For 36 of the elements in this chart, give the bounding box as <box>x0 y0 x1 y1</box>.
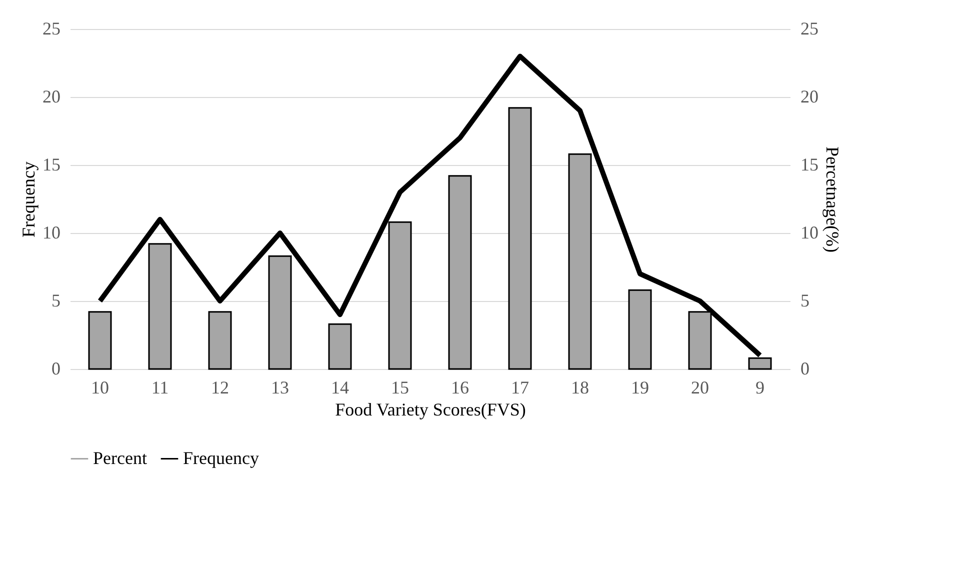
bar <box>328 323 352 370</box>
x-tick-label: 14 <box>331 378 349 398</box>
y-tick-label: 0 <box>52 358 60 378</box>
y2-tick-label: 10 <box>800 222 818 242</box>
y-tick-label: 5 <box>52 290 60 310</box>
x-tick-label: 10 <box>91 378 109 398</box>
bar <box>628 289 652 370</box>
y2-tick-label: 20 <box>800 86 818 106</box>
y2-tick-label: 15 <box>800 154 818 174</box>
y-tick-label: 25 <box>42 18 60 38</box>
x-tick-label: 18 <box>571 378 589 398</box>
x-tick-label: 15 <box>391 378 409 398</box>
x-tick-label: 13 <box>271 378 289 398</box>
legend-label: Frequency <box>183 448 259 468</box>
bar <box>448 175 472 370</box>
x-tick-label: 19 <box>631 378 649 398</box>
x-tick-label: 17 <box>511 378 529 398</box>
bar <box>148 243 172 370</box>
y-tick-label: 20 <box>42 86 60 106</box>
y-axis-title: Frequency <box>18 162 38 238</box>
y2-tick-label: 25 <box>800 18 818 38</box>
y2-axis-title: Percetnage(%) <box>822 146 842 252</box>
y-tick-label: 10 <box>42 222 60 242</box>
legend-label: Percent <box>93 448 147 468</box>
x-tick-label: 20 <box>691 378 709 398</box>
x-tick-label: 9 <box>756 378 764 398</box>
y2-tick-label: 5 <box>800 290 810 310</box>
x-tick-label: 16 <box>451 378 469 398</box>
x-axis-title: Food Variety Scores(FVS) <box>335 400 526 420</box>
y2-tick-label: 0 <box>800 358 810 378</box>
y-tick-label: 15 <box>42 154 60 174</box>
x-tick-label: 12 <box>211 378 229 398</box>
bar <box>88 311 112 370</box>
x-tick-label: 11 <box>151 378 169 398</box>
bar <box>508 107 532 370</box>
bar <box>208 311 232 370</box>
